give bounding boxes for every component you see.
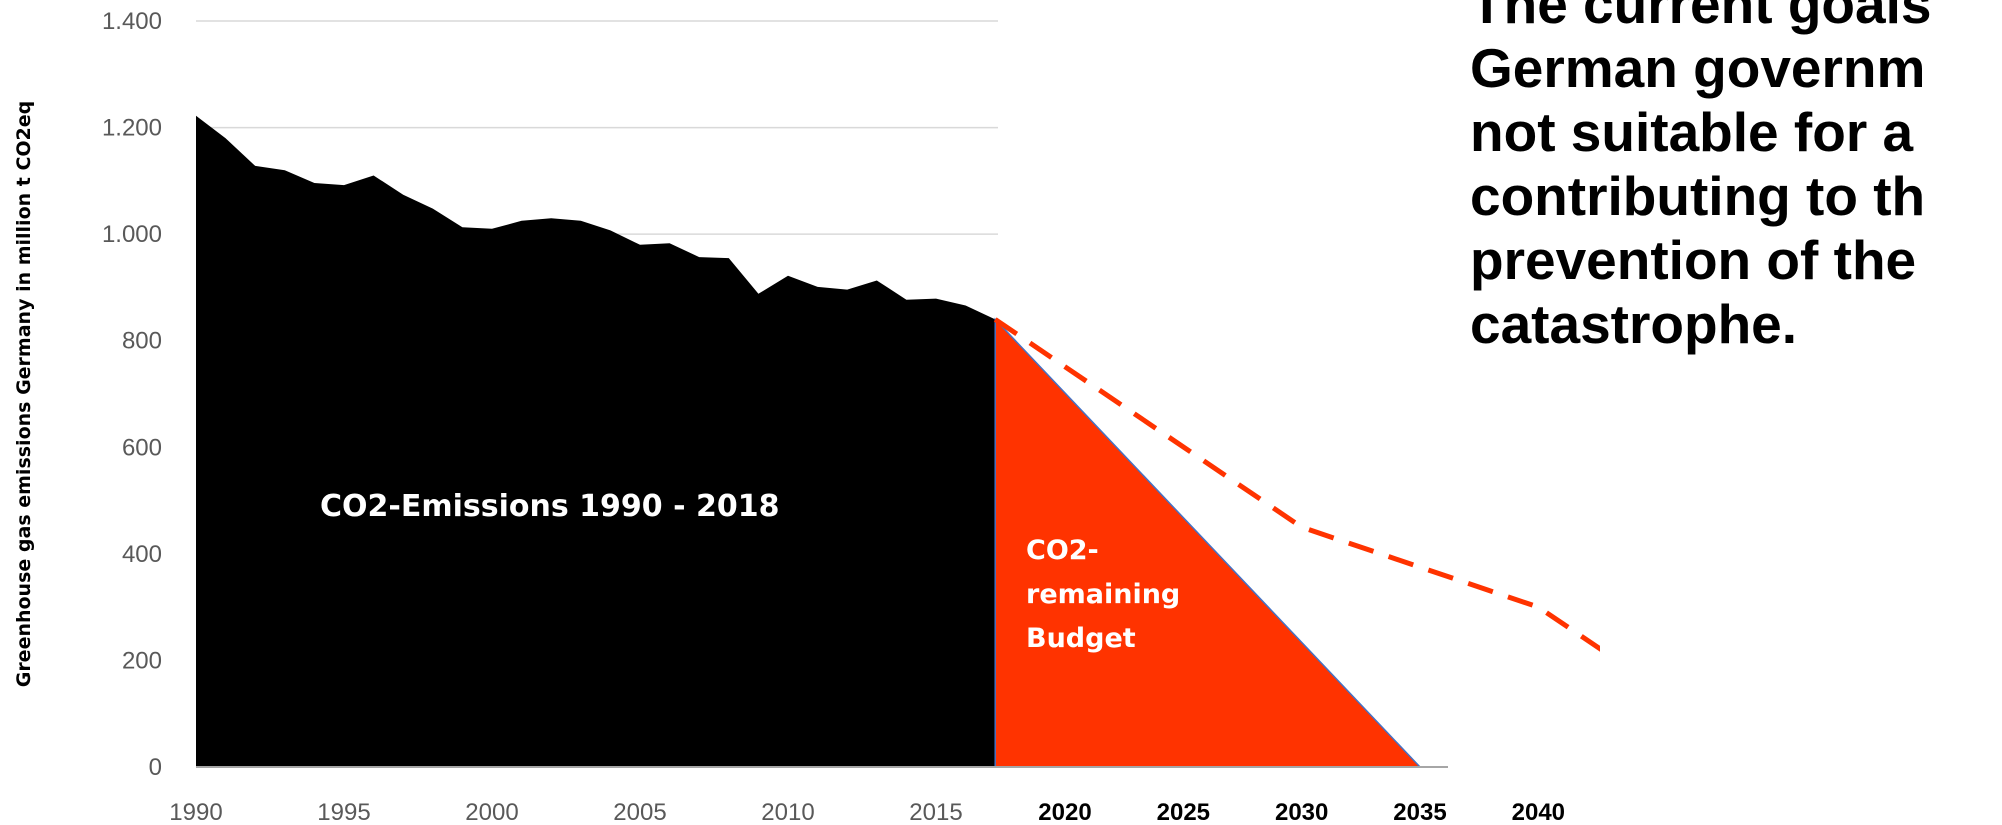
annotation-emissions: CO2-Emissions 1990 - 2018 xyxy=(320,489,779,524)
headline-line: German governm xyxy=(1470,37,1926,99)
annotation-budget: Budget xyxy=(1026,623,1136,654)
y-axis-label: Greenhouse gas emissions Germany in mill… xyxy=(13,101,35,688)
headline-line: catastrophe. xyxy=(1470,293,1798,355)
annotation-budget: remaining xyxy=(1026,579,1180,610)
x-tick-label: 2030 xyxy=(1275,799,1328,825)
y-tick-label: 1.200 xyxy=(102,115,162,142)
x-tick-label: 2035 xyxy=(1393,799,1446,825)
annotations: CO2-Emissions 1990 - 2018 CO2- remaining Bu… xyxy=(320,489,1180,654)
x-tick-labels: 1990 1995 2000 2005 2010 2015 2020 2025 2030 2035… xyxy=(169,799,1565,825)
chart-marks xyxy=(196,115,1600,768)
y-tick-label: 200 xyxy=(122,647,162,674)
x-tick-label: 2005 xyxy=(613,799,666,825)
headline-line: contributing to th xyxy=(1470,165,1926,227)
x-tick-label: 2025 xyxy=(1157,799,1210,825)
x-tick-label: 2010 xyxy=(761,799,814,825)
headline-line: The current goals xyxy=(1470,0,1932,35)
x-tick-label: 2015 xyxy=(909,799,962,825)
y-tick-label: 1.000 xyxy=(102,221,162,248)
emissions-chart: 0 200 400 600 800 1.000 1.200 1.400 1990 1995 200… xyxy=(13,8,1600,825)
goals-line xyxy=(993,317,1600,652)
x-tick-label: 2000 xyxy=(465,799,518,825)
headline-line: prevention of the xyxy=(1470,229,1917,291)
y-tick-labels: 0 200 400 600 800 1.000 1.200 1.400 xyxy=(102,8,162,781)
x-tick-label: 1995 xyxy=(317,799,370,825)
headline: The current goals German governm not sui… xyxy=(1470,0,2002,825)
annotation-budget: CO2- xyxy=(1026,535,1099,566)
x-tick-label: 2040 xyxy=(1512,799,1565,825)
y-tick-label: 600 xyxy=(122,434,162,461)
y-tick-label: 400 xyxy=(122,541,162,568)
x-tick-label: 2020 xyxy=(1038,799,1091,825)
emissions-area xyxy=(196,115,996,768)
y-tick-label: 800 xyxy=(122,328,162,355)
y-tick-label: 0 xyxy=(149,754,162,781)
headline-line: not suitable for a xyxy=(1470,101,1914,163)
y-tick-label: 1.400 xyxy=(102,8,162,35)
x-tick-label: 1990 xyxy=(169,799,222,825)
